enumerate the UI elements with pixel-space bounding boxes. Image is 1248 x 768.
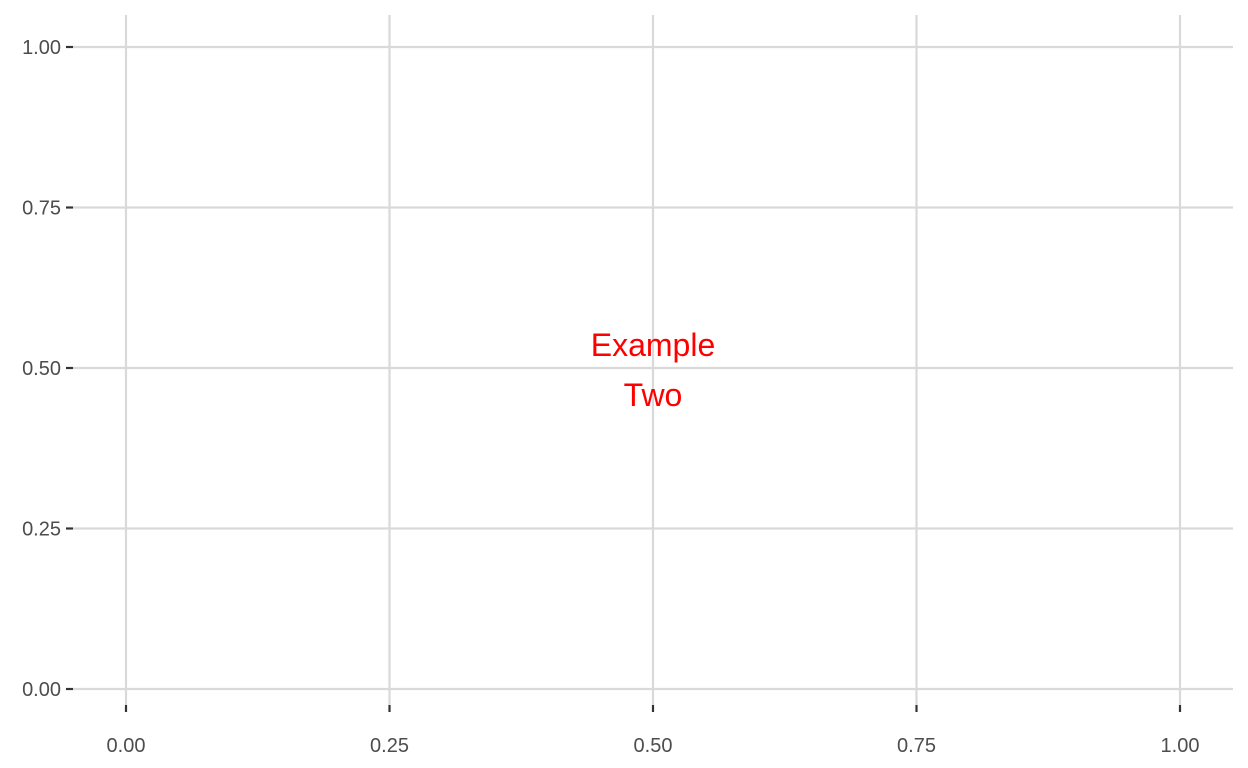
x-tick-label-3: 0.75 xyxy=(897,735,936,757)
annotation-line-0-0: Example xyxy=(591,327,716,363)
y-tick-label-4: 1.00 xyxy=(22,37,61,59)
y-tick-label-2: 0.50 xyxy=(22,358,61,380)
x-axis: 0.00 0.25 0.50 0.75 1.00 xyxy=(107,705,1200,757)
x-tick-label-2: 0.50 xyxy=(634,735,673,757)
grid-horizontal xyxy=(73,45,1233,691)
annotation-line-0-1: Two xyxy=(624,377,683,413)
y-axis: 0.00 0.25 0.50 0.75 1.00 xyxy=(22,37,73,701)
y-tick-label-1: 0.25 xyxy=(22,519,61,541)
y-tick-label-0: 0.00 xyxy=(22,679,61,701)
x-tick-label-4: 1.00 xyxy=(1161,735,1200,757)
y-tick-label-3: 0.75 xyxy=(22,198,61,220)
x-tick-label-0: 0.00 xyxy=(107,735,146,757)
annotation-layer: Example Two xyxy=(591,327,716,413)
grid-vertical xyxy=(124,15,1182,705)
x-tick-label-1: 0.25 xyxy=(370,735,409,757)
annotation-0: Example Two xyxy=(591,327,716,413)
